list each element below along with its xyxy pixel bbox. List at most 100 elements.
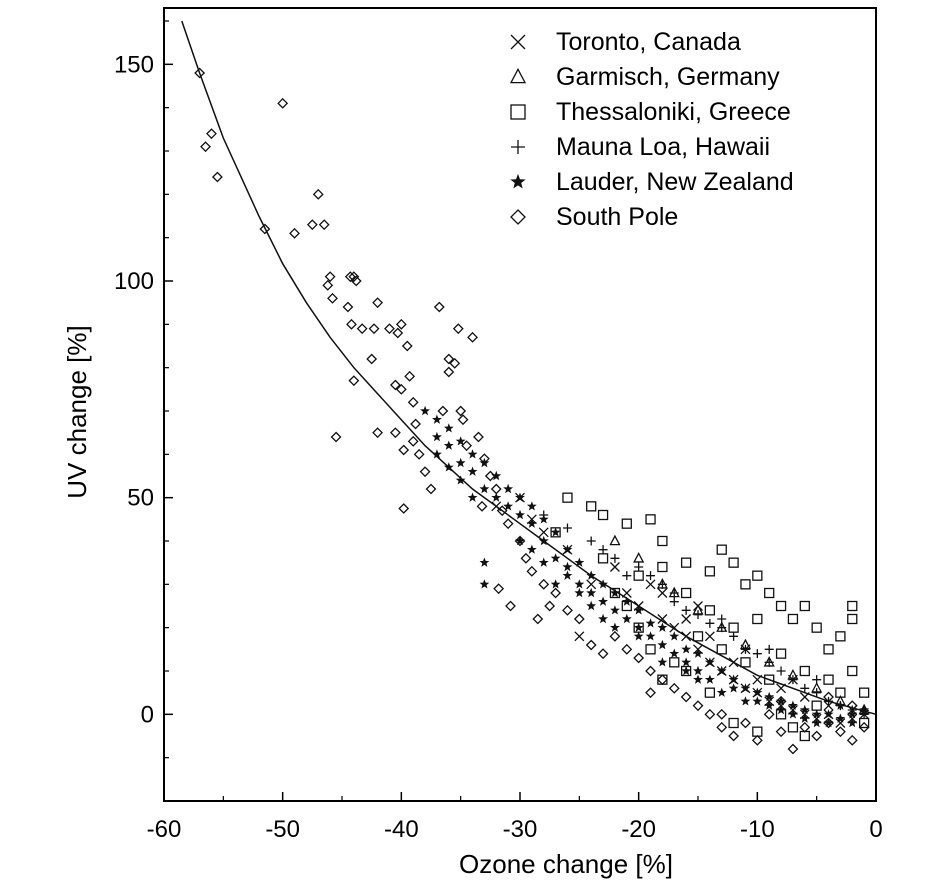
legend-label: Toronto, Canada xyxy=(556,28,741,56)
data-point xyxy=(538,557,549,567)
data-point xyxy=(526,565,538,577)
data-point xyxy=(350,275,362,287)
data-point xyxy=(775,695,787,707)
data-point xyxy=(419,466,431,478)
data-point xyxy=(704,708,716,720)
legend-item: Mauna Loa, Hawaii xyxy=(511,133,770,161)
data-point xyxy=(550,527,561,537)
data-point xyxy=(562,523,572,533)
legend-marker xyxy=(511,140,525,154)
data-point xyxy=(657,639,668,650)
data-point xyxy=(656,674,668,686)
data-point xyxy=(443,440,454,450)
data-point xyxy=(716,721,728,733)
data-point xyxy=(484,470,496,482)
data-point xyxy=(717,623,727,633)
data-point xyxy=(609,630,621,642)
data-point xyxy=(799,665,810,677)
data-point xyxy=(342,301,354,313)
data-point xyxy=(823,674,834,685)
data-point xyxy=(633,631,644,641)
data-point xyxy=(728,674,739,684)
data-point xyxy=(621,596,632,606)
data-point xyxy=(645,618,656,628)
data-point xyxy=(322,279,334,291)
legend-marker xyxy=(510,104,526,120)
data-point xyxy=(610,622,620,632)
data-point xyxy=(586,570,597,580)
data-point xyxy=(764,674,775,685)
y-tick-label: 150 xyxy=(114,51,154,78)
data-point xyxy=(496,505,508,517)
data-point xyxy=(467,466,478,476)
data-point xyxy=(312,188,324,200)
data-point xyxy=(344,271,356,283)
x-tick-label: -40 xyxy=(384,816,419,843)
data-point xyxy=(799,600,810,612)
legend-item: Garmisch, Germany xyxy=(509,63,780,91)
data-point xyxy=(289,227,300,239)
legend-label: Mauna Loa, Hawaii xyxy=(556,133,770,161)
legend-label: South Pole xyxy=(556,203,678,231)
data-point xyxy=(515,509,525,520)
data-point xyxy=(716,708,728,720)
data-point xyxy=(550,579,561,589)
data-point xyxy=(646,571,656,581)
data-point xyxy=(526,518,537,528)
data-point xyxy=(740,683,751,693)
data-point xyxy=(752,613,763,625)
data-point xyxy=(433,301,445,313)
data-point xyxy=(693,648,703,658)
data-point xyxy=(621,518,632,529)
data-point xyxy=(800,683,810,693)
data-point xyxy=(728,717,739,729)
data-point xyxy=(356,323,368,335)
data-point xyxy=(716,687,727,697)
data-point xyxy=(645,644,656,655)
x-tick-label: -30 xyxy=(503,816,538,843)
data-point xyxy=(609,534,621,546)
data-point xyxy=(811,709,822,719)
data-point xyxy=(211,171,223,183)
data-point xyxy=(259,223,271,235)
data-point xyxy=(847,613,858,625)
data-point xyxy=(681,665,692,676)
data-point xyxy=(764,700,775,710)
data-point xyxy=(467,449,478,459)
data-point xyxy=(716,544,727,555)
data-point xyxy=(693,674,703,684)
data-point xyxy=(562,570,573,580)
data-point xyxy=(515,492,525,502)
data-point xyxy=(846,734,858,746)
data-point xyxy=(538,578,550,590)
x-tick-label: -50 xyxy=(265,816,300,843)
data-point xyxy=(526,501,537,511)
data-point xyxy=(598,613,608,624)
data-point xyxy=(432,414,442,424)
data-point xyxy=(395,383,407,395)
data-point xyxy=(437,405,449,417)
y-tick-label: 100 xyxy=(114,268,154,295)
data-point xyxy=(681,605,691,615)
data-point xyxy=(776,683,787,694)
data-point xyxy=(668,682,680,694)
data-point xyxy=(681,614,692,624)
data-point xyxy=(823,691,834,703)
legend-marker xyxy=(509,67,527,84)
legend-label: Lauder, New Zealand xyxy=(556,168,794,196)
data-point xyxy=(835,718,846,728)
data-point xyxy=(764,587,775,599)
data-point xyxy=(327,292,338,304)
data-point xyxy=(398,444,410,456)
data-point xyxy=(410,418,421,430)
data-point xyxy=(491,492,502,502)
data-point xyxy=(443,462,454,472)
y-tick-label: 50 xyxy=(127,485,154,512)
data-point xyxy=(693,665,703,676)
data-point xyxy=(366,353,378,365)
data-point xyxy=(372,297,384,309)
data-point xyxy=(823,717,834,729)
legend-label: Thessaloniki, Greece xyxy=(556,98,791,126)
